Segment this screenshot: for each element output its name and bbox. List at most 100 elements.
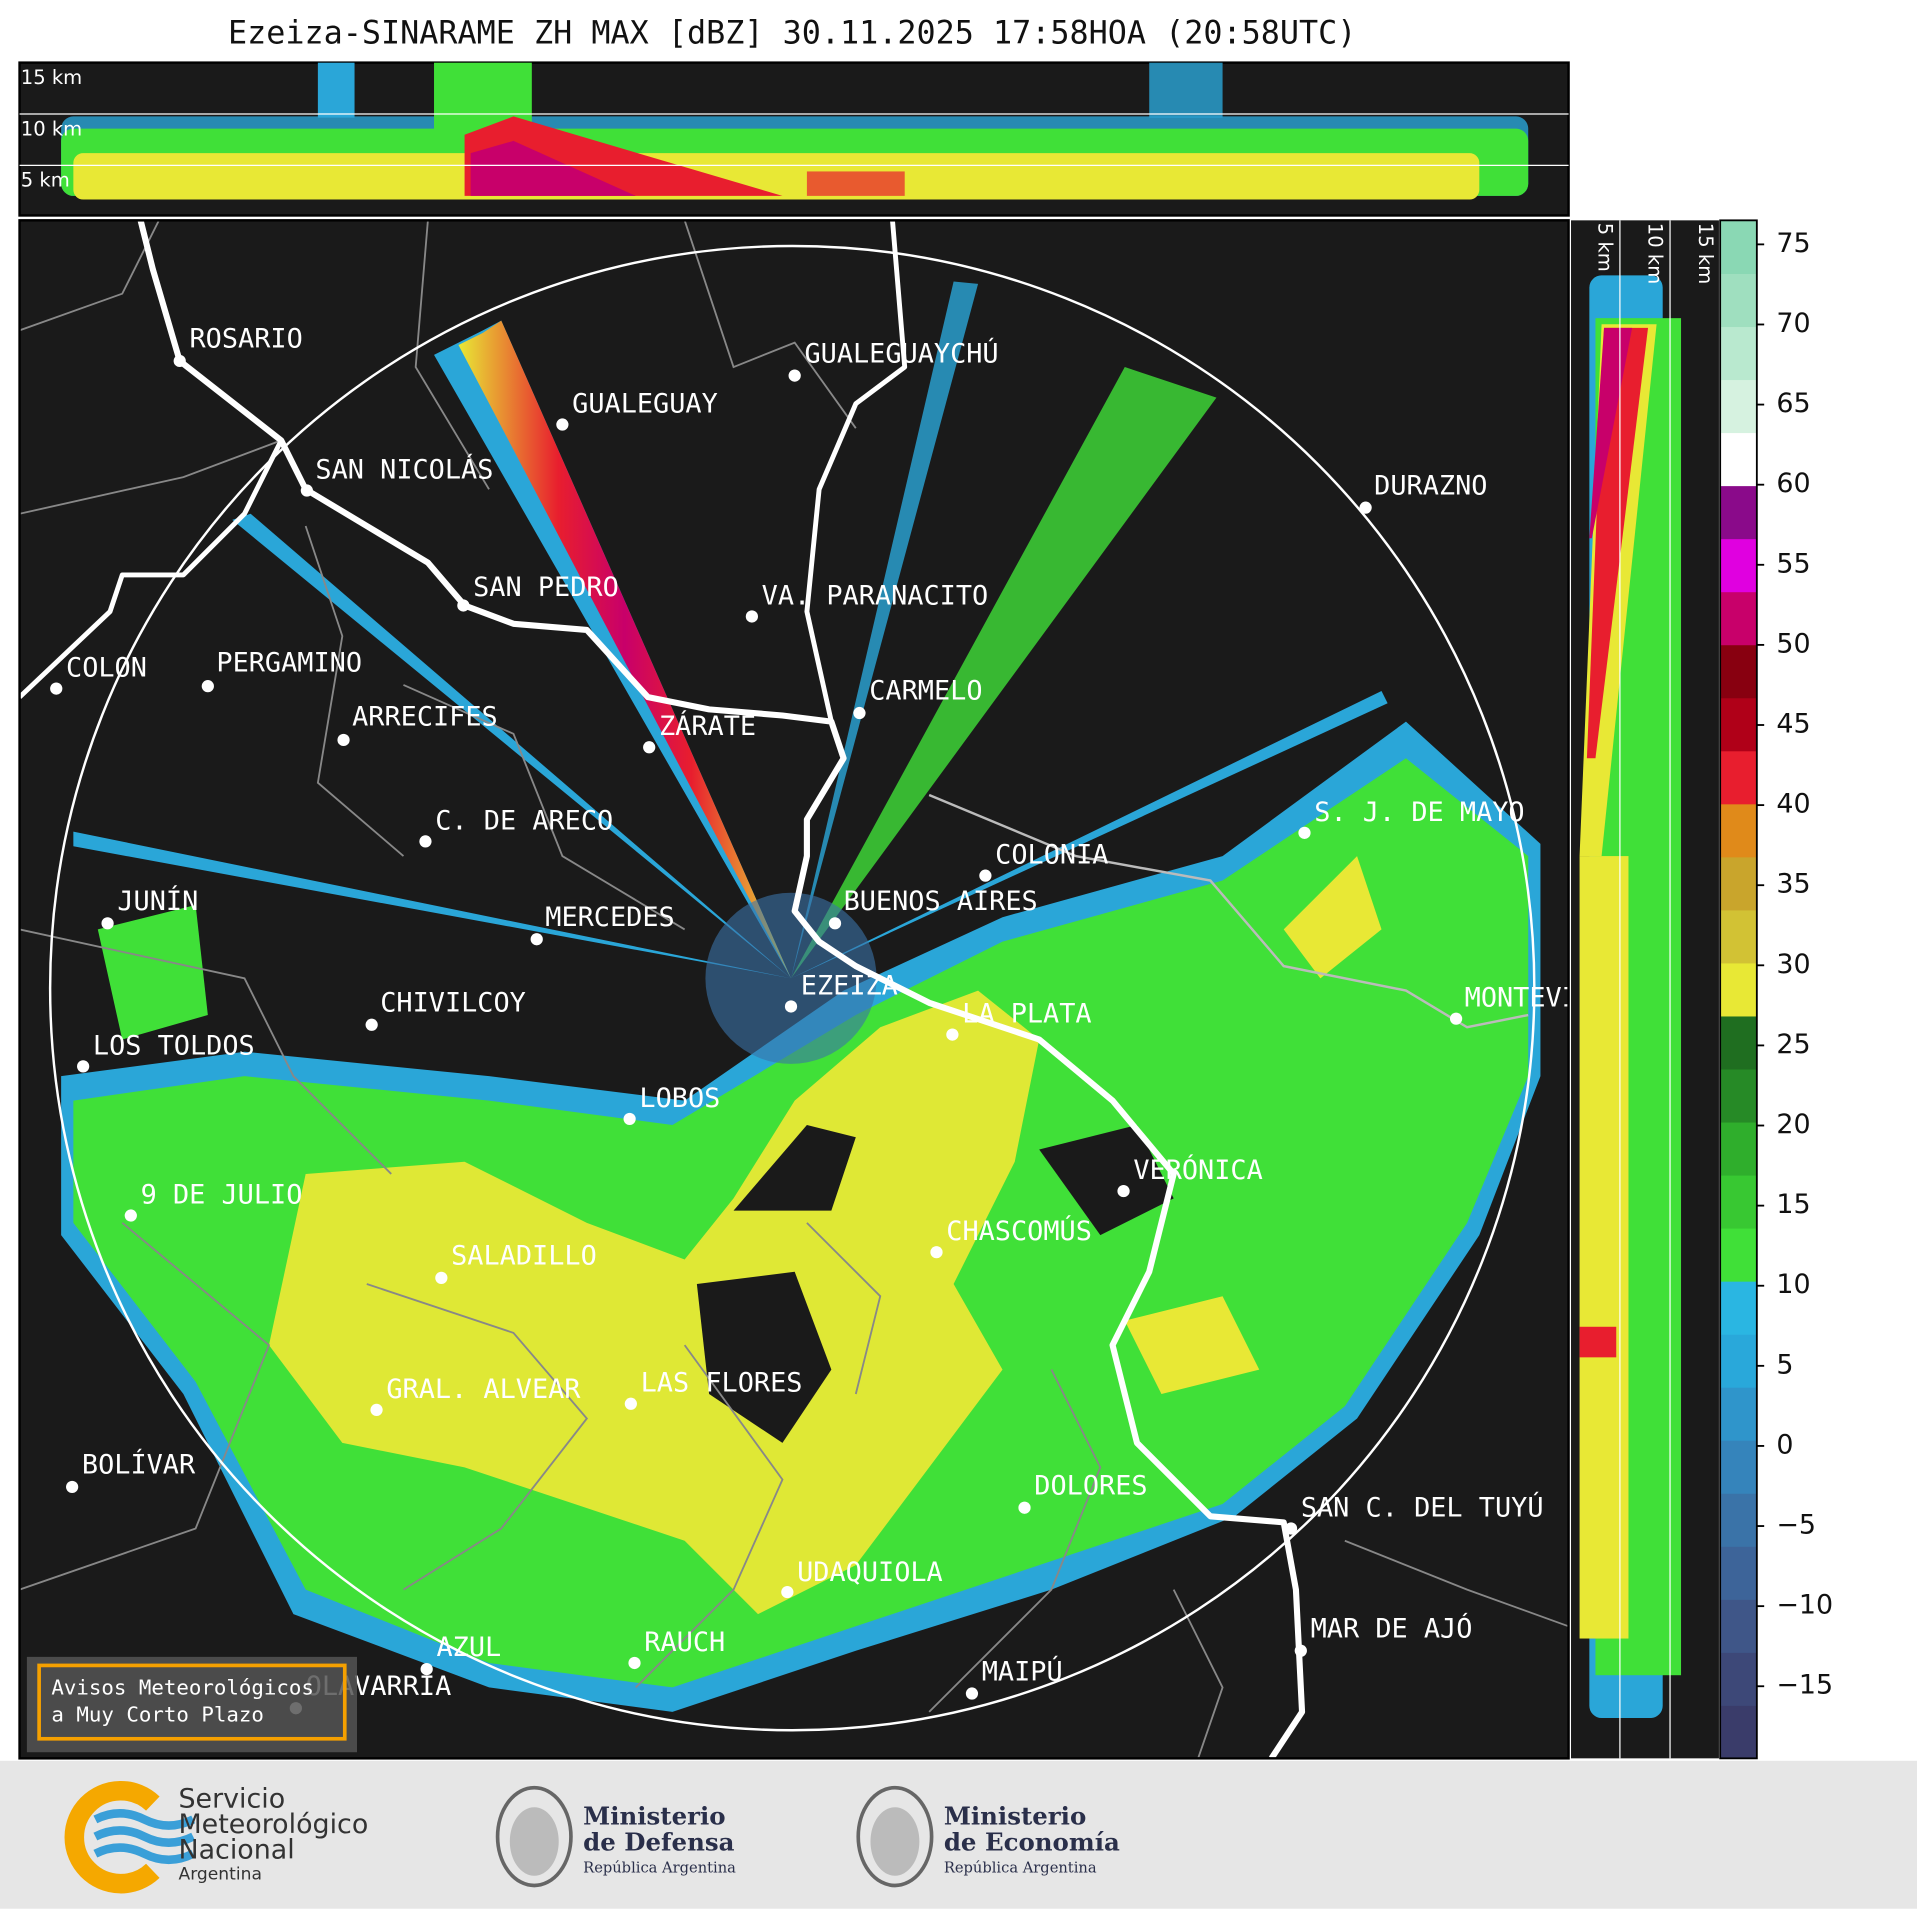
logo-text: Nacional bbox=[178, 1835, 294, 1866]
color-band bbox=[1720, 1281, 1757, 1335]
color-band bbox=[1720, 1705, 1757, 1759]
logo-text: Meteorológico bbox=[178, 1809, 368, 1840]
city-dot bbox=[457, 599, 470, 612]
city-dot bbox=[50, 682, 63, 695]
echo-spoke bbox=[73, 831, 792, 979]
city-label: S. J. DE MAYO bbox=[1314, 797, 1524, 828]
echo-spoke bbox=[791, 367, 1217, 979]
color-band bbox=[1720, 220, 1757, 274]
color-band bbox=[1720, 1546, 1757, 1600]
city-dot bbox=[781, 1585, 794, 1599]
precipitation bbox=[61, 281, 1541, 1712]
echo bbox=[1579, 856, 1629, 1639]
color-band bbox=[1720, 1121, 1757, 1176]
colorbar-tick-label: 15 bbox=[1776, 1189, 1810, 1220]
city-dot bbox=[530, 933, 543, 946]
city-dot bbox=[370, 1403, 383, 1417]
city-label: COLONIA bbox=[995, 840, 1108, 871]
logo-smn: Servicio Meteorológico Nacional Argentin… bbox=[64, 1781, 368, 1894]
color-band bbox=[1720, 644, 1757, 699]
colorbar-tick-label: −15 bbox=[1776, 1670, 1833, 1701]
city-label: GUALEGUAY bbox=[572, 388, 718, 419]
city-dot bbox=[1298, 826, 1311, 839]
color-band bbox=[1720, 432, 1757, 487]
city-dot bbox=[66, 1480, 79, 1494]
city-label: MAR DE AJÓ bbox=[1311, 1612, 1473, 1644]
colorbar-tick-label: 45 bbox=[1776, 708, 1810, 739]
height-label: 15 km bbox=[21, 66, 82, 89]
city-dot bbox=[624, 1397, 637, 1410]
shield bbox=[509, 1807, 559, 1876]
logo-text: Servicio bbox=[178, 1783, 285, 1814]
colorbar-tick-label: 20 bbox=[1776, 1109, 1810, 1140]
city-dot bbox=[1359, 501, 1372, 514]
city-dot bbox=[979, 869, 992, 882]
city-dot bbox=[77, 1060, 90, 1073]
color-band bbox=[1720, 856, 1757, 911]
warning-border bbox=[37, 1663, 347, 1741]
city-label: SAN C. DEL TUYÚ bbox=[1301, 1491, 1544, 1523]
city-dot bbox=[623, 1112, 636, 1126]
city-label: MONTEVIDEO bbox=[1465, 983, 1627, 1014]
city-dot bbox=[965, 1687, 979, 1700]
city-label: COLON bbox=[66, 653, 147, 684]
echo-spoke bbox=[434, 320, 792, 979]
city-label: DOLORES bbox=[1034, 1470, 1147, 1501]
city-label: GUALEGUAYCHÚ bbox=[804, 337, 998, 369]
echo-clutter bbox=[705, 892, 877, 1064]
colorbar-tick-label: 25 bbox=[1776, 1029, 1810, 1060]
city-label: LAS FLORES bbox=[641, 1368, 803, 1399]
city-label: ZÁRATE bbox=[659, 710, 756, 742]
map-content: ROSARIO GUALEGUAYCHÚ GUALEGUAY SAN NICOLÁS D… bbox=[19, 220, 1627, 1759]
warning-text: Avisos Meteorológicos bbox=[51, 1676, 314, 1700]
color-band bbox=[1720, 1174, 1757, 1229]
city-label: VA. PARANACITO bbox=[762, 580, 989, 611]
colorbar-tick-label: 60 bbox=[1776, 468, 1810, 499]
color-band bbox=[1720, 1227, 1757, 1282]
color-band bbox=[1720, 1015, 1757, 1070]
warning-backdrop bbox=[26, 1656, 357, 1753]
city-label: UDAQUIOLA bbox=[797, 1557, 943, 1588]
color-band bbox=[1720, 909, 1757, 964]
city-label: CHASCOMÚS bbox=[946, 1215, 1092, 1247]
city-label: SAN NICOLÁS bbox=[315, 453, 493, 485]
city-dot bbox=[788, 369, 801, 382]
color-band bbox=[1720, 803, 1757, 858]
color-band bbox=[1720, 697, 1757, 752]
city-dot bbox=[1294, 1644, 1307, 1657]
city-dot bbox=[173, 354, 186, 368]
city-dot bbox=[337, 733, 350, 747]
city-dot bbox=[1449, 1012, 1463, 1025]
city-dot bbox=[101, 917, 114, 930]
color-band bbox=[1720, 1652, 1757, 1706]
city-label: CARMELO bbox=[869, 676, 982, 707]
city-dot bbox=[784, 1000, 798, 1013]
logo-text: de Economía bbox=[944, 1827, 1120, 1856]
city-label: LOBOS bbox=[639, 1083, 720, 1114]
height-label: 5 km bbox=[1594, 223, 1617, 272]
color-band bbox=[1720, 1599, 1757, 1653]
city-dot bbox=[643, 741, 656, 754]
warning-box[interactable]: Avisos Meteorológicos a Muy Corto Plazo bbox=[26, 1656, 357, 1753]
echo bbox=[806, 171, 905, 196]
city-dot bbox=[828, 917, 842, 930]
city-label: RAUCH bbox=[644, 1627, 725, 1658]
city-layer: ROSARIO GUALEGUAYCHÚ GUALEGUAY SAN NICOLÁS D… bbox=[50, 324, 1627, 1715]
colorbar-tick-label: 65 bbox=[1776, 388, 1810, 419]
footer-background bbox=[0, 1760, 1917, 1909]
city-label: MAIPÚ bbox=[982, 1655, 1063, 1687]
echo bbox=[470, 140, 636, 196]
color-band bbox=[1720, 273, 1757, 328]
colorbar-tick-label: 55 bbox=[1776, 548, 1810, 579]
top-panel: 15 km 10 km 5 km bbox=[18, 61, 1570, 217]
city-label: ARRECIFES bbox=[352, 701, 498, 732]
echo bbox=[1589, 327, 1633, 539]
echo-spoke bbox=[458, 320, 792, 979]
range-ring bbox=[48, 244, 1536, 1732]
logo-text: Ministerio bbox=[583, 1802, 725, 1831]
height-label: 10 km bbox=[21, 117, 82, 140]
city-label: C. DE ARECO bbox=[435, 805, 613, 836]
colorbar-tick-label: 50 bbox=[1776, 628, 1810, 659]
